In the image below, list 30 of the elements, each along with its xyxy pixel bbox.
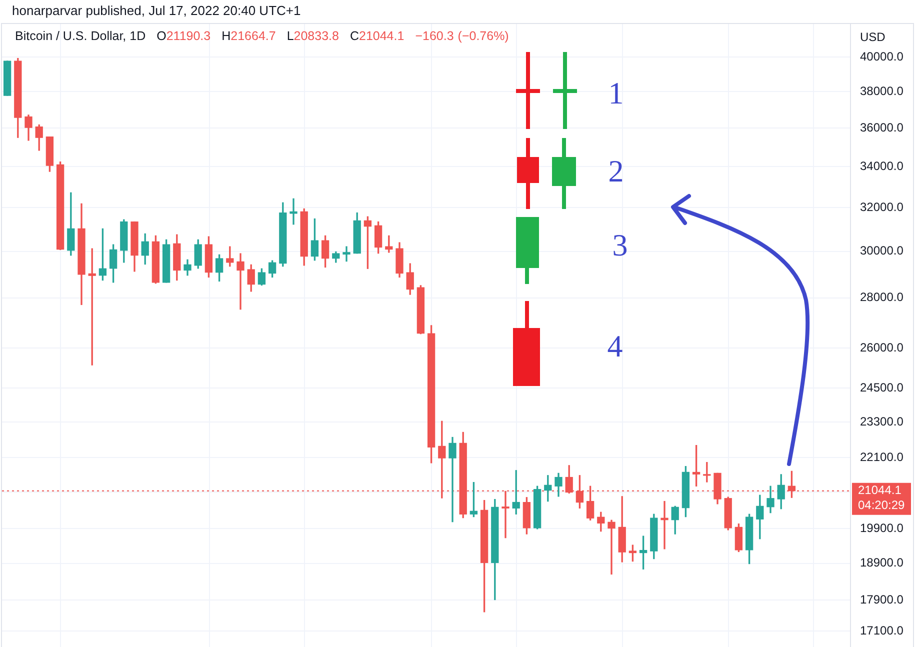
annotation: 3	[612, 228, 628, 262]
text: honarparvar published, Jul 17, 2022 20:40 UTC+1	[12, 3, 301, 18]
annotation: 2	[608, 154, 624, 188]
text: 04:20:29	[858, 498, 906, 512]
y-tick-label: 34000.0	[860, 159, 904, 174]
y-tick-label: 18900.0	[860, 556, 904, 570]
chart-title: Bitcoin / U.S. Dollar, 1D	[15, 29, 146, 44]
y-tick-label: 36000.0	[860, 120, 904, 134]
y-tick-label: 30000.0	[860, 244, 904, 258]
candlestick	[448, 436, 456, 522]
y-tick-label: 38000.0	[860, 84, 904, 98]
candlestick	[236, 253, 244, 310]
candlestick	[608, 520, 616, 575]
y-tick-label: 40000.0	[860, 49, 904, 64]
y-tick-label: 17100.0	[860, 623, 904, 638]
y-tick-label: 26000.0	[860, 340, 904, 354]
text: O21190.3 H21664.7 L20833.8 C21044.1 −160.3 (−0.76%)	[156, 29, 509, 43]
y-tick-label: 32000.0	[860, 200, 904, 214]
y-tick-label: 19900.0	[860, 520, 904, 535]
ref-line-label: 21044.1	[858, 483, 902, 498]
candlestick	[342, 246, 350, 262]
y-tick-label: 17900.0	[860, 592, 904, 606]
annotation: 1	[608, 76, 624, 110]
y-axis-title: USD	[860, 30, 886, 44]
y-tick-label: 28000.0	[860, 290, 904, 304]
annotation: 4	[607, 328, 623, 364]
y-tick-label: 24500.0	[860, 380, 904, 394]
candlestick	[660, 500, 668, 550]
y-tick-label: 22100.0	[860, 450, 904, 464]
y-tick-label: 23300.0	[860, 414, 904, 428]
